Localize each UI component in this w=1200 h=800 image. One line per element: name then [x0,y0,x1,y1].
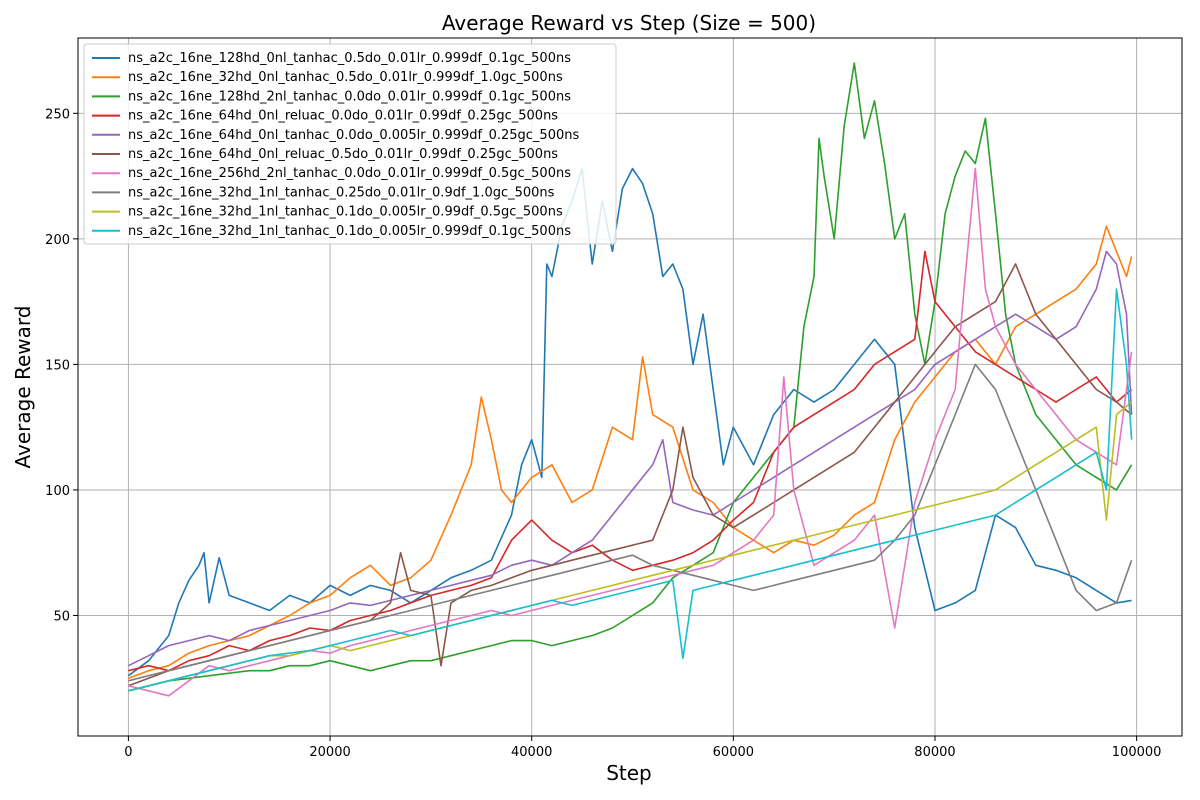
series-group [127,62,1133,697]
x-tick-label: 40000 [511,745,552,760]
legend-box [83,43,617,245]
legend-label: ns_a2c_16ne_128hd_0nl_tanhac_0.5do_0.01l… [128,51,571,66]
legend-label: ns_a2c_16ne_256hd_2nl_tanhac_0.0do_0.01l… [128,166,571,181]
y-axis-label: Average Reward [11,306,35,469]
series-line-4 [128,250,1133,672]
y-tick-label: 250 [45,107,70,122]
series-line-5 [128,250,1133,667]
y-tick-label: 100 [45,484,70,499]
series-line-10 [128,288,1133,692]
series-line-8 [128,363,1133,682]
y-tick-label: 50 [53,609,70,624]
series-line-2 [128,225,1133,680]
y-axis-ticks: 50 100 150 200 250 [45,107,78,624]
series-line-3 [128,62,1133,692]
x-tick-label: 100000 [1112,745,1162,760]
series-line-9 [128,401,1133,692]
x-tick-label: 60000 [713,745,754,760]
chart-title: Average Reward vs Step (Size = 500) [442,11,816,35]
x-axis-ticks: 0 20000 40000 60000 80000 100000 [124,736,1161,760]
legend: ns_a2c_16ne_128hd_0nl_tanhac_0.5do_0.01l… [83,43,617,245]
legend-label: ns_a2c_16ne_32hd_1nl_tanhac_0.1do_0.005l… [128,205,563,220]
legend-label: ns_a2c_16ne_32hd_1nl_tanhac_0.1do_0.005l… [128,224,571,239]
y-tick-label: 150 [45,358,70,373]
plot-frame [77,37,1183,737]
x-tick-label: 0 [124,745,132,760]
x-tick-label: 20000 [309,745,350,760]
legend-label: ns_a2c_16ne_64hd_0nl_reluac_0.5do_0.01lr… [128,147,558,162]
x-tick-label: 80000 [914,745,955,760]
legend-label: ns_a2c_16ne_32hd_0nl_tanhac_0.5do_0.01lr… [128,70,563,85]
legend-label: ns_a2c_16ne_64hd_0nl_tanhac_0.0do_0.005l… [128,128,579,143]
legend-label: ns_a2c_16ne_32hd_1nl_tanhac_0.25do_0.01l… [128,185,555,200]
legend-label: ns_a2c_16ne_64hd_0nl_reluac_0.0do_0.01lr… [128,109,558,124]
y-tick-label: 200 [45,233,70,248]
legend-label: ns_a2c_16ne_128hd_2nl_tanhac_0.0do_0.01l… [128,89,571,104]
x-axis-label: Step [606,761,652,785]
